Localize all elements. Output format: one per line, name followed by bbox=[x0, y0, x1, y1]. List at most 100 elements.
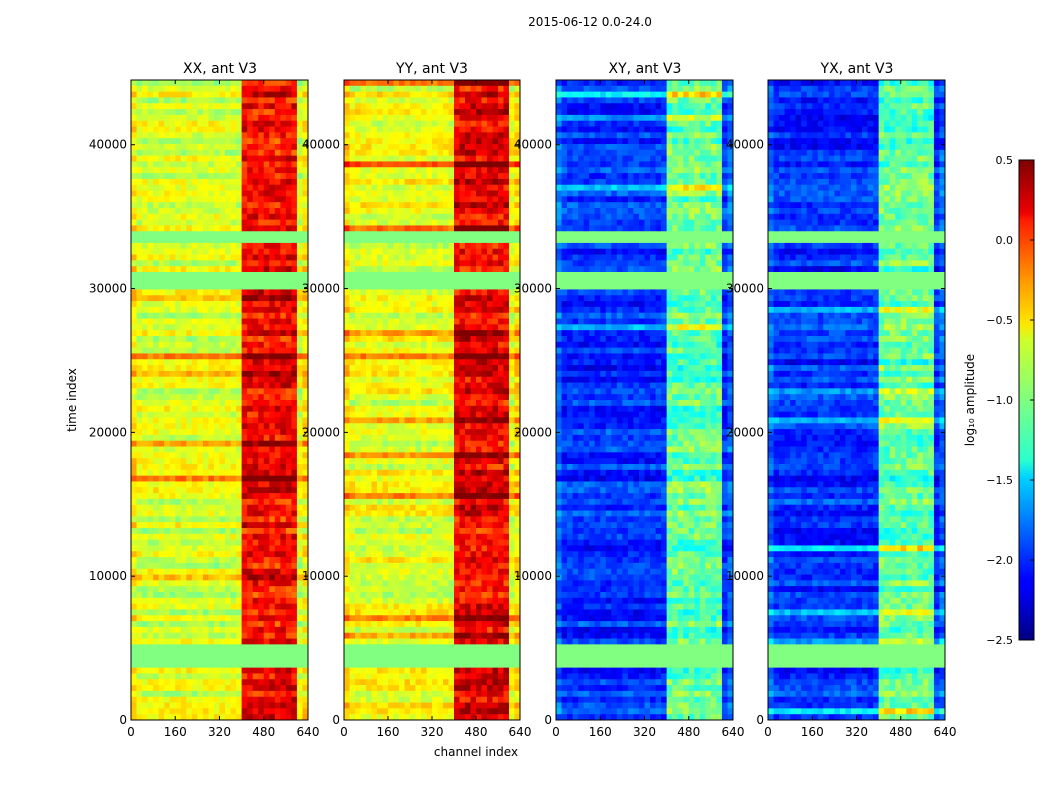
heatmap-cell bbox=[158, 638, 165, 645]
heatmap-cell bbox=[258, 341, 265, 349]
heatmap-cell bbox=[164, 423, 171, 430]
heatmap-cell bbox=[302, 190, 309, 197]
heatmap-cell bbox=[191, 493, 198, 500]
heatmap-cell bbox=[393, 114, 400, 122]
heatmap-cell bbox=[285, 306, 292, 314]
heatmap-cell bbox=[503, 283, 510, 290]
heatmap-cell bbox=[131, 423, 137, 430]
heatmap-cell bbox=[291, 714, 298, 721]
heatmap-cell bbox=[344, 330, 350, 337]
heatmap-cell bbox=[247, 359, 254, 366]
heatmap-cell bbox=[208, 615, 215, 622]
heatmap-cell bbox=[382, 103, 389, 110]
heatmap-cell bbox=[291, 592, 298, 599]
heatmap-cell bbox=[236, 667, 243, 674]
heatmap-cell bbox=[186, 562, 193, 570]
heatmap-cell bbox=[136, 312, 143, 319]
heatmap-cell bbox=[382, 336, 389, 343]
heatmap-cell bbox=[136, 382, 143, 389]
heatmap-cell bbox=[252, 80, 259, 87]
heatmap-cell bbox=[415, 144, 422, 151]
heatmap-cell bbox=[258, 673, 265, 680]
heatmap-cell bbox=[360, 173, 367, 180]
heatmap-cell bbox=[136, 324, 143, 331]
heatmap-cell bbox=[459, 330, 466, 337]
heatmap-cell bbox=[426, 208, 433, 215]
heatmap-cell bbox=[186, 277, 193, 285]
heatmap-cell bbox=[197, 551, 204, 558]
heatmap-cell bbox=[252, 533, 259, 541]
heatmap-cell bbox=[219, 394, 226, 401]
heatmap-cell bbox=[164, 667, 171, 674]
heatmap-cell bbox=[241, 336, 248, 343]
heatmap-cell bbox=[219, 690, 226, 698]
heatmap-cell bbox=[399, 97, 405, 104]
heatmap-cell bbox=[274, 621, 281, 628]
heatmap-cell bbox=[236, 155, 243, 162]
heatmap-cell bbox=[415, 231, 422, 238]
heatmap-cell bbox=[219, 574, 226, 581]
heatmap-cell bbox=[280, 528, 287, 535]
heatmap-cell bbox=[219, 673, 226, 680]
heatmap-cell bbox=[230, 318, 237, 325]
heatmap-cell bbox=[421, 289, 427, 296]
heatmap-cell bbox=[274, 545, 281, 552]
heatmap-cell bbox=[437, 144, 444, 151]
heatmap-cell bbox=[208, 592, 215, 599]
heatmap-cell bbox=[180, 469, 187, 477]
heatmap-cell bbox=[252, 167, 259, 174]
heatmap-cell bbox=[404, 248, 411, 255]
heatmap-cell bbox=[404, 103, 411, 110]
heatmap-cell bbox=[377, 144, 383, 151]
heatmap-cell bbox=[164, 638, 171, 645]
heatmap-cell bbox=[291, 446, 298, 453]
heatmap-cell bbox=[280, 312, 287, 319]
heatmap-cell bbox=[263, 295, 270, 302]
heatmap-cell bbox=[153, 685, 160, 692]
heatmap-cell bbox=[349, 295, 356, 302]
heatmap-cell bbox=[197, 272, 204, 279]
heatmap-cell bbox=[164, 289, 171, 296]
heatmap-cell bbox=[175, 673, 182, 680]
heatmap-cell bbox=[241, 708, 248, 715]
heatmap-cell bbox=[382, 324, 389, 331]
heatmap-cell bbox=[241, 528, 248, 535]
heatmap-cell bbox=[236, 359, 243, 366]
heatmap-cell bbox=[236, 580, 243, 587]
heatmap-cell bbox=[142, 80, 148, 87]
heatmap-cell bbox=[180, 574, 187, 581]
heatmap-cell bbox=[208, 644, 215, 651]
heatmap-cell bbox=[241, 644, 248, 651]
heatmap-cell bbox=[225, 498, 231, 506]
heatmap-cell bbox=[274, 318, 281, 325]
heatmap-cell bbox=[481, 208, 488, 215]
heatmap-cell bbox=[191, 208, 198, 215]
heatmap-cell bbox=[498, 138, 504, 145]
heatmap-cell bbox=[197, 516, 204, 523]
heatmap-cell bbox=[269, 341, 276, 349]
heatmap-cell bbox=[236, 91, 243, 98]
heatmap-cell bbox=[421, 295, 427, 302]
heatmap-cell bbox=[437, 289, 444, 296]
heatmap-cell bbox=[225, 126, 231, 133]
heatmap-cell bbox=[514, 272, 521, 279]
heatmap-cell bbox=[131, 283, 137, 290]
heatmap-cell bbox=[404, 283, 411, 290]
heatmap-cell bbox=[355, 272, 361, 279]
heatmap-cell bbox=[164, 417, 171, 424]
heatmap-cell bbox=[202, 388, 209, 395]
heatmap-cell bbox=[355, 219, 361, 226]
heatmap-cell bbox=[197, 330, 204, 337]
heatmap-cell bbox=[142, 144, 148, 151]
heatmap-cell bbox=[169, 196, 176, 203]
heatmap-cell bbox=[158, 481, 165, 488]
heatmap-cell bbox=[487, 184, 493, 191]
heatmap-cell bbox=[377, 336, 383, 343]
heatmap-cell bbox=[492, 85, 499, 93]
heatmap-cell bbox=[186, 696, 193, 703]
heatmap-cell bbox=[432, 289, 438, 296]
heatmap-cell bbox=[498, 231, 504, 238]
heatmap-cell bbox=[252, 301, 259, 308]
heatmap-cell bbox=[202, 557, 209, 564]
heatmap-cell bbox=[459, 231, 466, 238]
